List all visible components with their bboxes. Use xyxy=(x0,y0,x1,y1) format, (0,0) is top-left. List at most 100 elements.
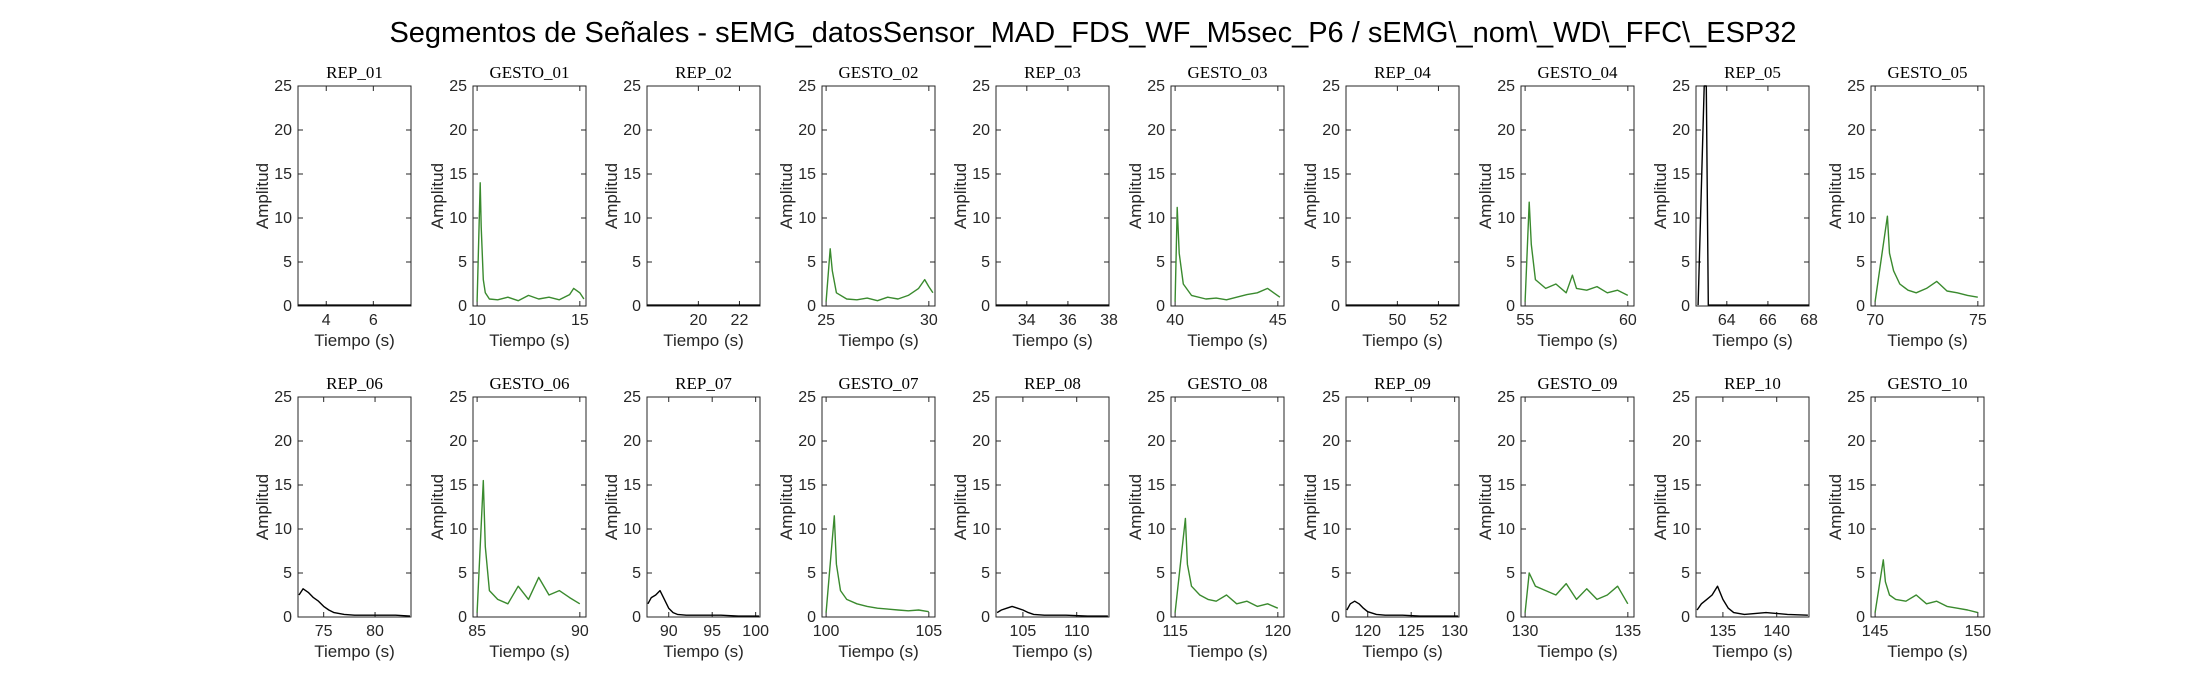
subplot-title: GESTO_04 xyxy=(1538,63,1618,82)
y-axis-label: Amplitud xyxy=(777,474,796,540)
x-axis-label: Tiempo (s) xyxy=(1887,642,1968,661)
x-tick-label: 115 xyxy=(1162,623,1188,640)
x-tick-label: 20 xyxy=(689,312,707,329)
x-tick-label: 38 xyxy=(1100,312,1118,329)
x-axis-label: Tiempo (s) xyxy=(1012,331,1093,350)
subplot-title: GESTO_06 xyxy=(490,374,570,393)
y-tick-label: 10 xyxy=(274,521,292,538)
y-axis-label: Amplitud xyxy=(1826,474,1845,540)
subplot: GESTO_10 0 5 10 15 20 25 145 150 Tiempo (s) Amplit… xyxy=(1826,374,1991,661)
y-tick-label: 0 xyxy=(632,298,641,315)
y-tick-label: 10 xyxy=(798,521,816,538)
y-tick-label: 25 xyxy=(1497,78,1515,95)
y-tick-label: 15 xyxy=(972,166,990,183)
subplot-title: GESTO_10 xyxy=(1888,374,1968,393)
x-axis-label: Tiempo (s) xyxy=(1712,331,1793,350)
y-tick-label: 15 xyxy=(798,477,816,494)
y-tick-label: 10 xyxy=(1672,521,1690,538)
x-tick-label: 145 xyxy=(1862,623,1889,640)
x-tick-label: 4 xyxy=(322,312,331,329)
y-tick-label: 5 xyxy=(1681,565,1690,582)
y-tick-label: 5 xyxy=(981,565,990,582)
y-tick-label: 20 xyxy=(972,433,990,450)
y-axis-label: Amplitud xyxy=(1651,163,1670,229)
subplot-title: REP_01 xyxy=(326,63,383,82)
y-tick-label: 10 xyxy=(1322,521,1340,538)
y-tick-label: 5 xyxy=(283,254,292,271)
subplot-title: GESTO_01 xyxy=(490,63,570,82)
y-axis-label: Amplitud xyxy=(1476,163,1495,229)
y-tick-label: 25 xyxy=(1322,389,1340,406)
y-tick-label: 15 xyxy=(1322,166,1340,183)
y-tick-label: 25 xyxy=(798,78,816,95)
x-tick-label: 130 xyxy=(1441,623,1468,640)
y-tick-label: 5 xyxy=(458,565,467,582)
x-axis-label: Tiempo (s) xyxy=(1712,642,1793,661)
x-tick-label: 100 xyxy=(742,623,769,640)
y-tick-label: 20 xyxy=(1847,122,1865,139)
signal-line xyxy=(825,248,934,302)
x-tick-label: 80 xyxy=(366,623,384,640)
y-tick-label: 25 xyxy=(449,78,467,95)
y-tick-label: 0 xyxy=(283,609,292,626)
y-tick-label: 25 xyxy=(972,389,990,406)
y-tick-label: 10 xyxy=(1847,210,1865,227)
subplot-title: REP_10 xyxy=(1724,374,1781,393)
y-tick-label: 15 xyxy=(972,477,990,494)
plot-area xyxy=(821,396,936,618)
y-tick-label: 20 xyxy=(1497,433,1515,450)
x-axis-label: Tiempo (s) xyxy=(489,331,570,350)
y-tick-label: 25 xyxy=(1847,78,1865,95)
y-tick-label: 20 xyxy=(623,122,641,139)
y-tick-label: 0 xyxy=(1331,609,1340,626)
figure-title: Segmentos de Señales - sEMG_datosSensor_… xyxy=(389,17,1796,49)
y-tick-label: 15 xyxy=(1672,477,1690,494)
signal-line xyxy=(1346,600,1459,617)
x-axis-label: Tiempo (s) xyxy=(1537,331,1618,350)
plot-area xyxy=(1520,85,1635,307)
subplot-title: REP_06 xyxy=(326,374,383,393)
x-tick-label: 140 xyxy=(1763,623,1790,640)
y-tick-label: 10 xyxy=(623,521,641,538)
subplot-title: GESTO_09 xyxy=(1538,374,1618,393)
y-axis-label: Amplitud xyxy=(1301,163,1320,229)
y-tick-label: 15 xyxy=(1497,477,1515,494)
y-tick-label: 20 xyxy=(623,433,641,450)
subplot: REP_07 0 5 10 15 20 25 90 95 100 Tiempo (s) Amplitu… xyxy=(602,374,769,661)
x-tick-label: 75 xyxy=(1969,312,1987,329)
y-tick-label: 15 xyxy=(1147,477,1165,494)
y-tick-label: 20 xyxy=(449,433,467,450)
y-tick-label: 10 xyxy=(623,210,641,227)
y-tick-label: 5 xyxy=(807,254,816,271)
y-tick-label: 15 xyxy=(274,477,292,494)
signal-line xyxy=(1524,572,1629,613)
y-tick-label: 25 xyxy=(972,78,990,95)
y-axis-label: Amplitud xyxy=(1651,474,1670,540)
subplot-title: GESTO_03 xyxy=(1188,63,1268,82)
y-tick-label: 5 xyxy=(1331,254,1340,271)
subplot: REP_05 0 5 10 15 20 25 64 66 68 Tiempo (s) Amplitud xyxy=(1651,63,1818,350)
y-tick-label: 15 xyxy=(798,166,816,183)
plot-area xyxy=(297,396,412,618)
y-tick-label: 0 xyxy=(981,298,990,315)
y-tick-label: 5 xyxy=(1681,254,1690,271)
y-tick-label: 0 xyxy=(458,609,467,626)
y-tick-label: 0 xyxy=(1156,609,1165,626)
plot-area xyxy=(472,396,587,618)
plot-area xyxy=(821,85,936,307)
subplot-title: REP_04 xyxy=(1374,63,1431,82)
y-tick-label: 5 xyxy=(1856,254,1865,271)
y-tick-label: 25 xyxy=(449,389,467,406)
subplot: REP_01 0 5 10 15 20 25 4 6 Tiempo (s) Amplitud xyxy=(253,63,412,350)
y-axis-label: Amplitud xyxy=(428,163,447,229)
y-axis-label: Amplitud xyxy=(1476,474,1495,540)
x-tick-label: 64 xyxy=(1718,312,1736,329)
x-axis-label: Tiempo (s) xyxy=(1537,642,1618,661)
y-tick-label: 0 xyxy=(1331,298,1340,315)
y-tick-label: 20 xyxy=(1497,122,1515,139)
x-axis-label: Tiempo (s) xyxy=(314,331,395,350)
y-tick-label: 10 xyxy=(1497,210,1515,227)
y-tick-label: 10 xyxy=(972,210,990,227)
